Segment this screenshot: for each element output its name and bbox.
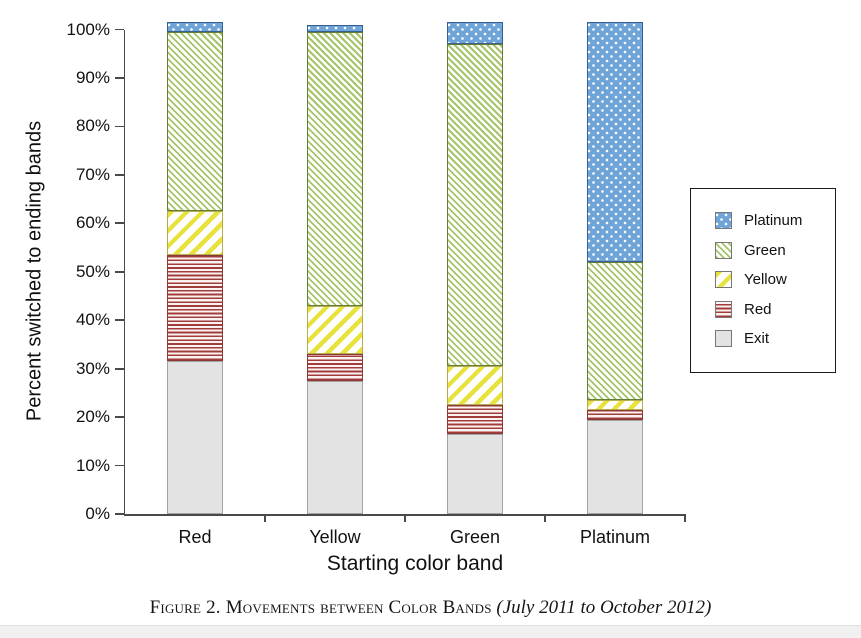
category-label-green: Green bbox=[449, 527, 501, 547]
bar-segment-red-from-platinum bbox=[587, 409, 643, 420]
caption-smallcaps-text: Figure 2. Movements between Color Bands bbox=[149, 597, 492, 618]
bar-segment-green-from-green bbox=[447, 44, 503, 367]
x-tick-mark bbox=[684, 514, 686, 522]
bar-segment-yellow-from-platinum bbox=[587, 400, 643, 410]
x-axis-title: Starting color band bbox=[326, 552, 504, 575]
legend-swatch-platinum-icon bbox=[715, 212, 732, 230]
legend-swatch-exit-icon bbox=[715, 330, 732, 348]
bar-segment-exit-from-green bbox=[447, 434, 503, 514]
legend-item-exit: Exit bbox=[715, 324, 835, 354]
y-tick-label: 10% bbox=[75, 455, 110, 475]
legend-label-exit: Exit bbox=[744, 330, 770, 348]
bar-segment-exit-from-red bbox=[167, 361, 223, 514]
x-tick-mark bbox=[404, 514, 406, 522]
y-tick-mark bbox=[115, 125, 124, 128]
category-label-red: Red bbox=[178, 527, 212, 547]
y-tick-mark bbox=[115, 319, 124, 322]
y-tick-label: 80% bbox=[75, 116, 110, 136]
y-tick-label: 90% bbox=[75, 67, 110, 87]
legend-item-yellow: Yellow bbox=[715, 265, 835, 295]
y-tick-mark bbox=[115, 416, 124, 418]
legend-label-red: Red bbox=[744, 300, 772, 318]
y-tick-mark bbox=[115, 77, 124, 79]
y-tick-label: 20% bbox=[75, 407, 110, 427]
bar-segment-platinum-from-green bbox=[447, 22, 503, 45]
y-tick-mark bbox=[115, 513, 124, 515]
y-tick-mark bbox=[115, 28, 124, 31]
bar-segment-red-from-red bbox=[167, 254, 223, 362]
y-tick-label: 0% bbox=[85, 504, 110, 523]
y-tick-label: 70% bbox=[75, 164, 110, 184]
y-tick-label: 30% bbox=[75, 358, 110, 378]
legend-label-green: Green bbox=[744, 241, 786, 259]
figure-caption: Figure 2. Movements between Color Bands … bbox=[0, 597, 861, 619]
category-label-yellow: Yellow bbox=[309, 527, 361, 547]
category-label-platinum: Platinum bbox=[579, 527, 651, 547]
y-tick-label: 100% bbox=[66, 19, 110, 39]
legend-item-platinum: Platinum bbox=[715, 206, 835, 236]
legend-label-yellow: Yellow bbox=[744, 271, 787, 289]
bar-segment-red-from-yellow bbox=[307, 354, 363, 381]
y-tick-mark bbox=[115, 173, 124, 176]
bar-segment-green-from-platinum bbox=[587, 262, 643, 401]
bar-segment-exit-from-platinum bbox=[587, 419, 643, 514]
y-tick-mark bbox=[115, 222, 124, 225]
y-tick-label: 50% bbox=[75, 261, 110, 281]
y-tick-mark bbox=[115, 367, 124, 370]
x-tick-mark bbox=[544, 514, 546, 522]
legend-item-red: Red bbox=[715, 295, 835, 325]
bar-segment-platinum-from-red bbox=[167, 22, 223, 32]
y-tick-label: 60% bbox=[75, 213, 110, 233]
bottom-strip bbox=[0, 625, 861, 638]
caption-italic-text: (July 2011 to October 2012) bbox=[496, 597, 712, 618]
bar-segment-platinum-from-platinum bbox=[587, 22, 643, 263]
y-axis-line bbox=[123, 29, 126, 516]
bar-segment-green-from-red bbox=[167, 31, 223, 212]
bar-segment-yellow-from-yellow bbox=[307, 305, 363, 355]
legend-swatch-green-icon bbox=[715, 241, 732, 259]
legend: Platinum Green Yellow Red Exit bbox=[690, 188, 836, 373]
y-tick-mark bbox=[115, 464, 124, 467]
legend-swatch-red-icon bbox=[715, 300, 732, 318]
bar-segment-green-from-yellow bbox=[307, 31, 363, 306]
bar-segment-exit-from-yellow bbox=[307, 380, 363, 514]
y-tick-mark bbox=[115, 270, 124, 273]
bar-segment-red-from-green bbox=[447, 404, 503, 435]
legend-label-platinum: Platinum bbox=[744, 212, 803, 230]
legend-item-green: Green bbox=[715, 236, 835, 266]
x-tick-mark bbox=[264, 514, 266, 522]
bar-segment-yellow-from-red bbox=[167, 211, 223, 255]
y-tick-label: 40% bbox=[75, 310, 110, 330]
bar-segment-platinum-from-yellow bbox=[307, 24, 363, 32]
legend-swatch-yellow-icon bbox=[715, 271, 732, 289]
bar-segment-yellow-from-green bbox=[447, 366, 503, 405]
